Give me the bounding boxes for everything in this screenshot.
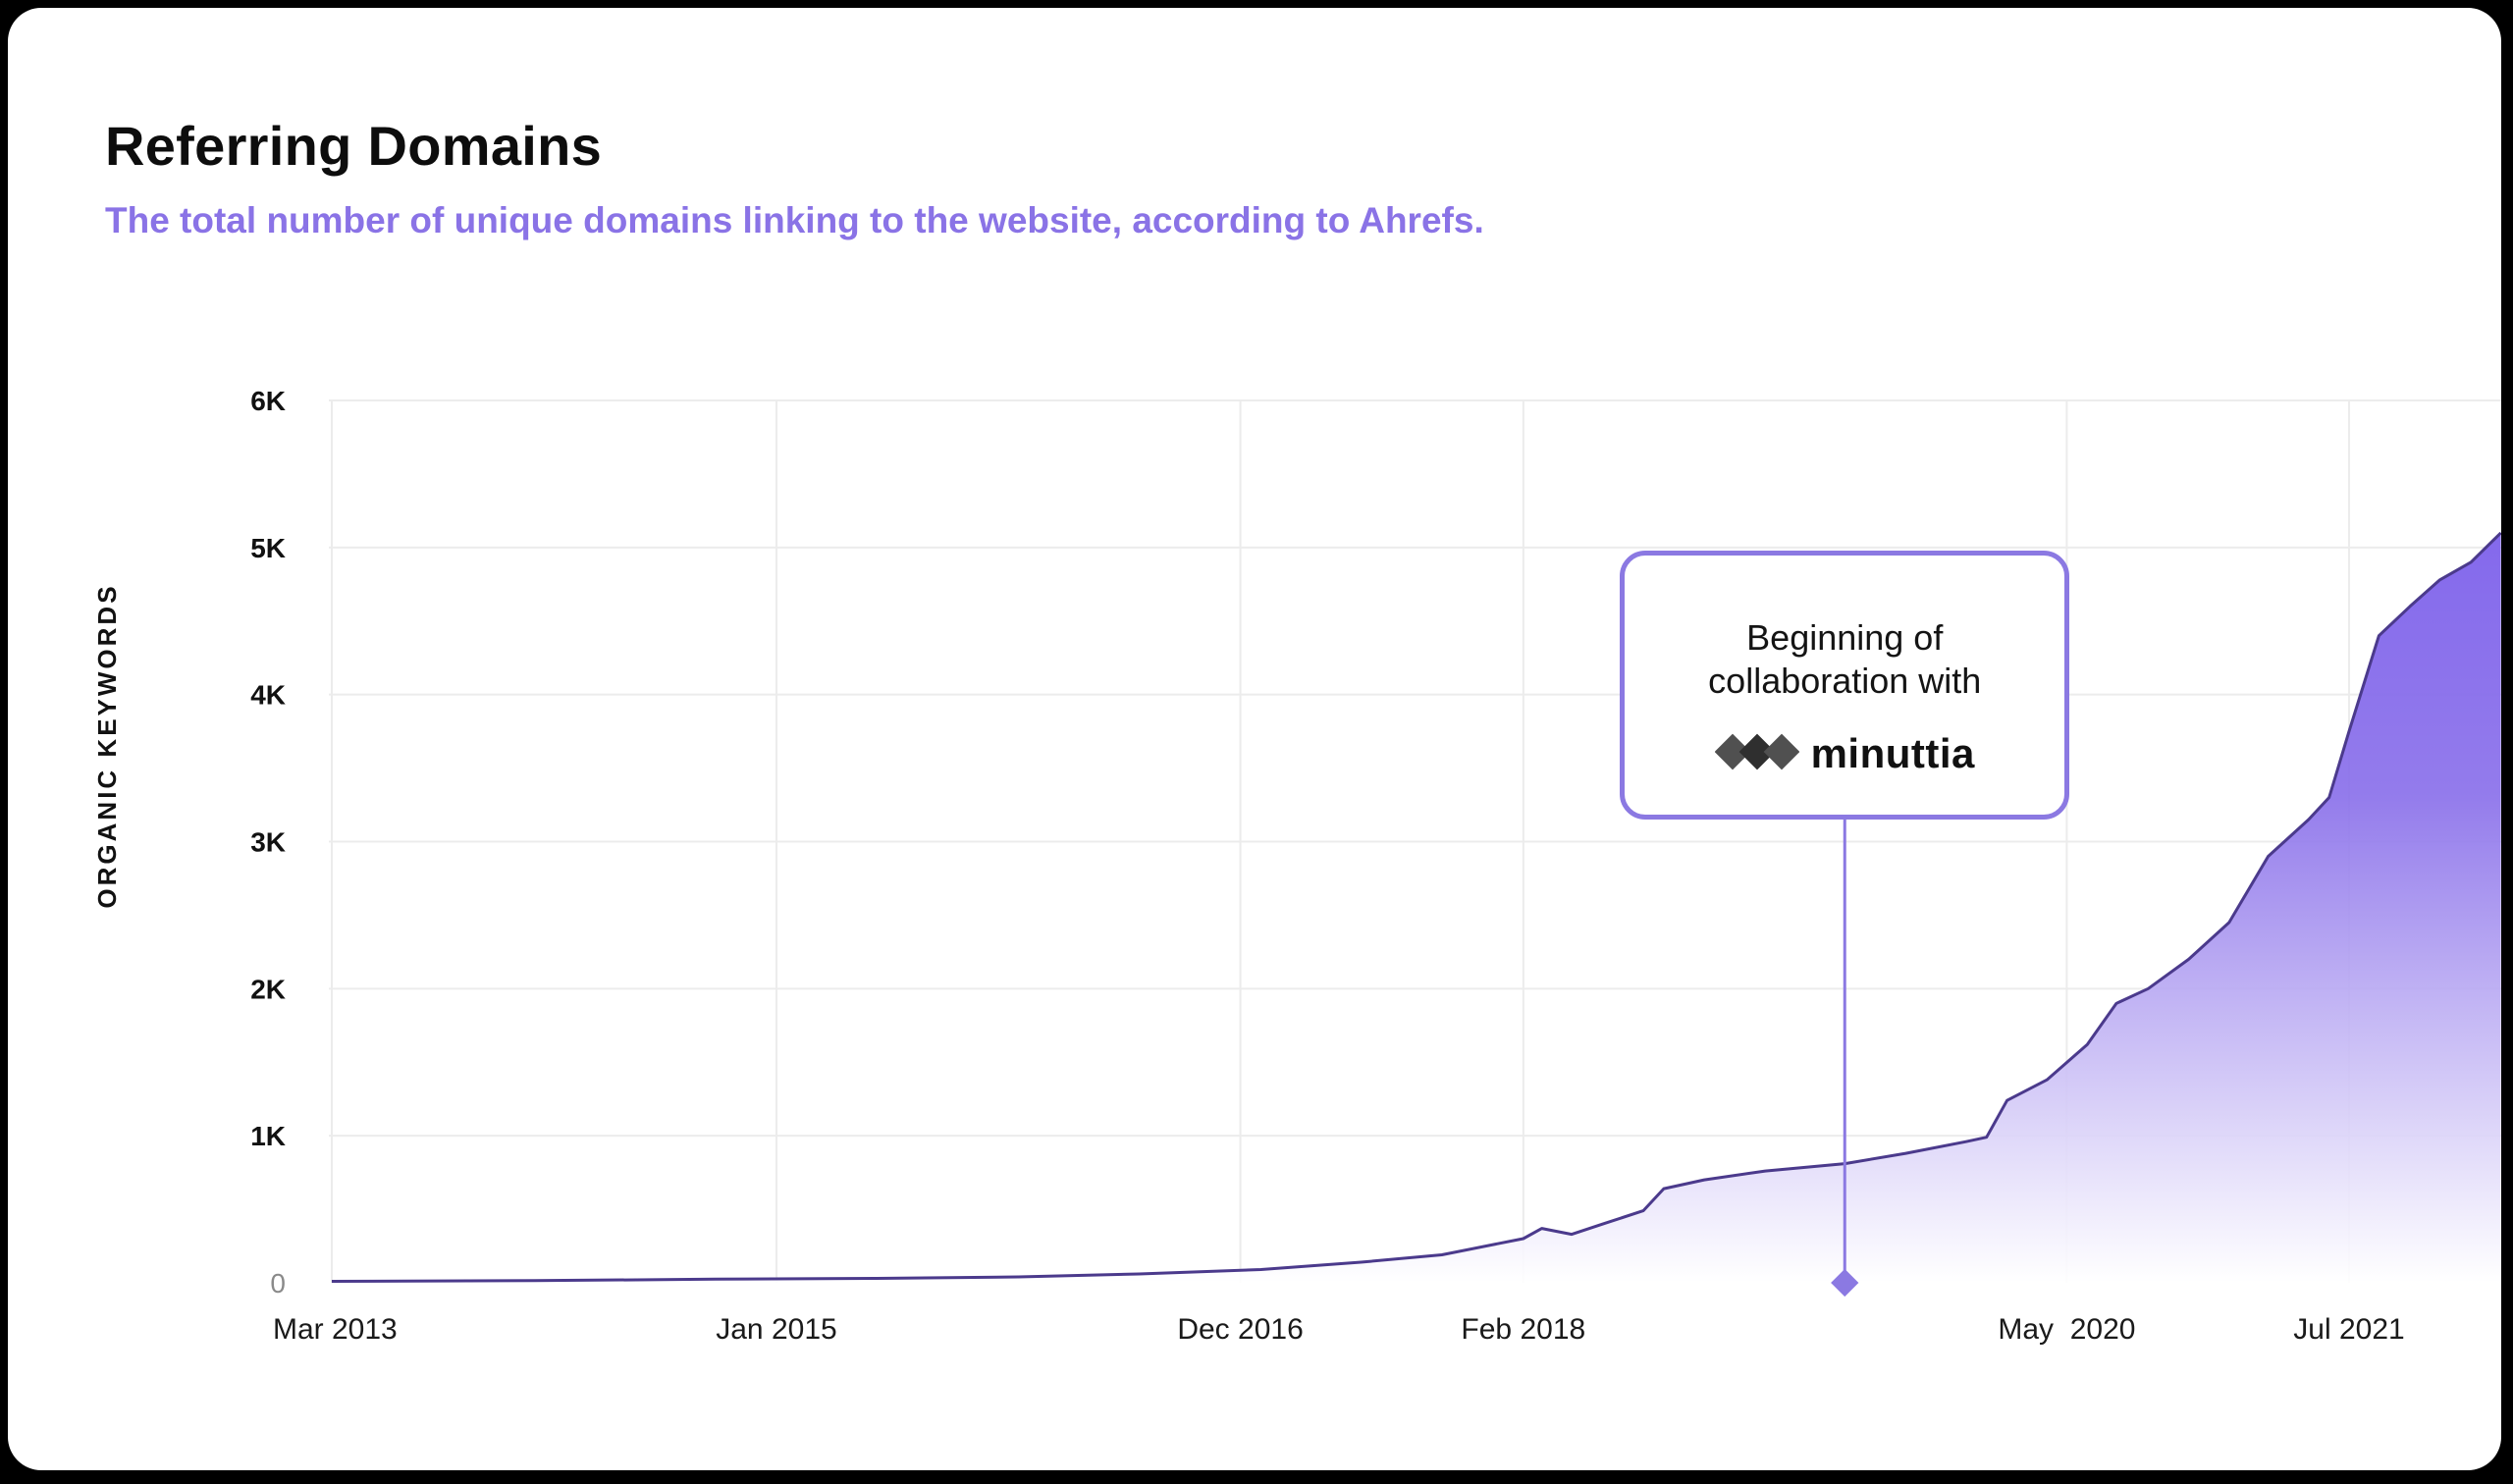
y-tick-label: 6K <box>250 386 286 416</box>
series-line <box>331 531 2501 1283</box>
x-tick-label: Feb 2018 <box>1461 1313 1585 1346</box>
series-area <box>332 532 2501 1283</box>
x-tick-label: May 2020 <box>1998 1313 2135 1346</box>
annotation-line-1: Beginning of <box>1746 617 1944 658</box>
x-tick-label: Jul 2021 <box>2293 1313 2404 1346</box>
y-tick-label: 1K <box>250 1121 286 1151</box>
page-title: Referring Domains <box>105 115 603 177</box>
y-tick-label: 4K <box>250 680 286 711</box>
annotation-marker-diamond <box>1831 1268 1859 1298</box>
x-tick-label: Jan 2015 <box>716 1313 836 1346</box>
minuttia-logo-icon <box>1714 733 1799 770</box>
annotation-line-2: collaboration with <box>1708 661 1982 701</box>
y-tick-label: 0 <box>270 1268 286 1298</box>
x-tick-label: Mar 2013 <box>273 1313 398 1346</box>
annotation-brand-name: minuttia <box>1810 730 1975 776</box>
y-tick-label: 5K <box>250 533 286 563</box>
series-area-group <box>331 531 2501 1283</box>
axis-labels: 0 1K 2K 3K 4K 5K 6K Mar 2013 Jan 2015 Dec 2016 Feb… <box>250 386 2405 1346</box>
y-tick-label: 2K <box>250 974 286 1004</box>
annotation-text: Beginning of collaboration with <box>1625 616 2064 703</box>
y-axis-label: ORGANIC KEYWORDS <box>92 583 122 908</box>
y-tick-label: 3K <box>250 827 286 858</box>
chart-card: Referring Domains The total number of un… <box>8 8 2501 1470</box>
x-tick-label: Dec 2016 <box>1177 1313 1303 1346</box>
annotation-brand: minuttia <box>1625 730 2064 777</box>
annotation-callout: Beginning of collaboration with minuttia <box>1620 551 2070 820</box>
annotation-marker-group <box>1831 820 1859 1298</box>
page-subtitle: The total number of unique domains linki… <box>105 200 1484 240</box>
area-chart: 0 1K 2K 3K 4K 5K 6K Mar 2013 Jan 2015 Dec 2016 Feb… <box>92 386 2501 1346</box>
